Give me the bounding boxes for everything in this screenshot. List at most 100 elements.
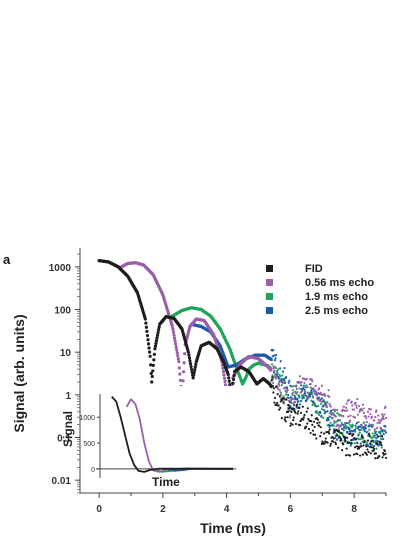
data-point	[176, 354, 180, 358]
data-point	[272, 371, 275, 374]
data-point	[383, 449, 386, 453]
data-point	[178, 378, 183, 382]
data-point	[339, 439, 342, 442]
data-point	[373, 434, 376, 437]
y-tick-label: 0.1	[57, 433, 71, 444]
data-point	[306, 396, 309, 399]
data-point	[342, 429, 345, 432]
data-point	[373, 419, 376, 422]
data-point	[305, 410, 308, 413]
inset-y-tick-label: 1000	[79, 415, 95, 422]
data-point	[329, 409, 332, 412]
data-point	[341, 449, 344, 452]
data-point	[364, 415, 367, 418]
data-point	[326, 401, 329, 404]
data-point	[374, 415, 377, 419]
data-point	[319, 402, 323, 405]
data-point	[270, 367, 273, 370]
data-point	[279, 367, 282, 370]
data-point	[285, 393, 288, 396]
data-point	[317, 404, 320, 408]
data-point	[153, 347, 157, 351]
data-point	[232, 373, 236, 378]
data-point	[314, 384, 317, 387]
data-point	[377, 435, 380, 438]
data-point	[380, 446, 383, 449]
data-point	[296, 399, 299, 403]
data-point	[144, 325, 149, 329]
data-point	[355, 406, 358, 409]
data-point	[324, 440, 327, 443]
data-point	[317, 424, 321, 427]
data-point	[311, 423, 314, 426]
data-point	[302, 386, 305, 390]
data-point	[281, 374, 284, 377]
data-point	[384, 425, 387, 428]
data-point	[334, 415, 338, 418]
data-point	[367, 450, 370, 454]
data-point	[359, 425, 362, 429]
data-point	[323, 432, 326, 435]
x-tick-label: 8	[351, 504, 357, 515]
data-point	[371, 443, 374, 447]
data-point	[293, 394, 296, 398]
data-point	[338, 430, 341, 434]
data-point	[294, 411, 297, 414]
data-point	[376, 421, 379, 424]
data-point	[289, 422, 293, 425]
x-tick-label: 0	[96, 504, 102, 515]
data-point	[382, 415, 385, 418]
data-point	[143, 317, 147, 321]
inset-y-tick-label: 0	[91, 467, 95, 474]
data-point	[384, 416, 388, 420]
data-point	[345, 402, 348, 405]
data-point	[370, 446, 373, 449]
data-point	[290, 407, 294, 411]
data-point	[352, 408, 356, 411]
data-point	[323, 409, 326, 412]
data-point	[325, 403, 328, 406]
y-axis-label: Signal (arb. units)	[11, 314, 27, 432]
data-point	[360, 424, 363, 427]
data-point	[292, 404, 296, 407]
data-point	[321, 399, 325, 402]
data-point	[150, 380, 154, 384]
data-point	[319, 399, 322, 403]
data-point	[373, 428, 376, 431]
data-point	[310, 420, 313, 423]
inset-y-axis-label: Signal	[61, 411, 75, 447]
data-point	[373, 447, 376, 450]
data-point	[357, 434, 360, 437]
data-point	[382, 432, 385, 436]
data-point	[324, 394, 327, 397]
data-point	[194, 362, 198, 366]
data-point	[364, 424, 367, 427]
data-point	[192, 370, 196, 375]
data-point	[309, 383, 312, 386]
data-point	[147, 350, 152, 354]
data-point	[273, 396, 277, 400]
data-point	[278, 395, 281, 398]
data-point	[277, 387, 280, 391]
data-point	[154, 339, 159, 343]
data-point	[306, 422, 309, 425]
data-point	[318, 413, 321, 417]
data-point	[326, 441, 329, 444]
data-point	[153, 344, 158, 348]
data-point	[305, 377, 308, 380]
data-point	[317, 387, 321, 390]
data-point	[296, 398, 299, 401]
data-point	[316, 418, 320, 421]
data-point	[303, 413, 306, 417]
data-point	[351, 424, 355, 428]
y-tick-label: 1000	[49, 263, 72, 274]
data-point	[359, 442, 362, 445]
data-point	[310, 399, 313, 402]
data-point	[276, 393, 279, 396]
data-point	[146, 342, 151, 346]
data-point	[302, 393, 305, 396]
data-point	[332, 440, 335, 443]
data-point	[307, 396, 311, 399]
data-point	[151, 369, 155, 373]
